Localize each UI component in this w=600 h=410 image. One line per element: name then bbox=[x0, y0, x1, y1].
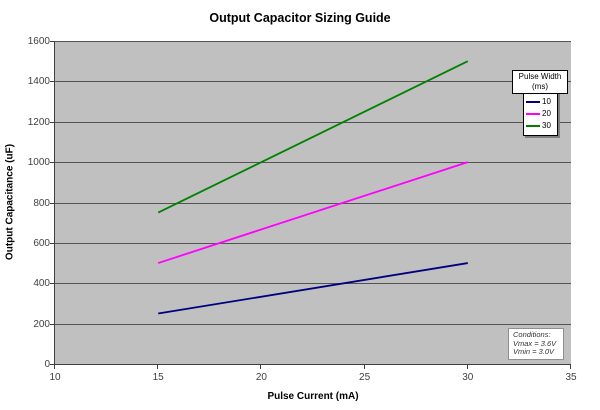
y-tick-label: 1600 bbox=[27, 36, 50, 47]
y-tick-mark bbox=[50, 243, 55, 244]
y-tick-label: 800 bbox=[33, 197, 50, 209]
x-tick-mark bbox=[467, 365, 468, 369]
series-line-30 bbox=[157, 60, 469, 214]
y-tick-mark bbox=[50, 203, 55, 204]
y-tick-mark bbox=[50, 324, 55, 325]
y-tick-mark bbox=[50, 122, 55, 123]
legend-swatch bbox=[526, 125, 540, 127]
x-axis-title: Pulse Current (mA) bbox=[267, 391, 359, 402]
y-tick-label: 1400 bbox=[27, 76, 50, 88]
y-tick-label: 1200 bbox=[27, 116, 50, 128]
x-tick-label: 35 bbox=[565, 372, 577, 383]
x-tick-mark bbox=[157, 365, 158, 369]
y-tick-label: 600 bbox=[33, 237, 50, 249]
y-tick-label: 200 bbox=[33, 318, 50, 330]
legend: 10 20 30 bbox=[523, 92, 558, 136]
y-tick-label: 0 bbox=[44, 359, 50, 370]
y-tick-mark bbox=[50, 81, 55, 82]
x-tick-mark bbox=[260, 365, 261, 369]
legend-swatch bbox=[526, 113, 540, 115]
plot-svg bbox=[55, 41, 571, 325]
x-tick-label: 15 bbox=[152, 372, 164, 383]
legend-entry-30: 30 bbox=[526, 120, 556, 132]
y-tick-mark bbox=[50, 364, 55, 365]
x-tick-label: 20 bbox=[255, 372, 267, 383]
x-tick-label: 30 bbox=[462, 372, 474, 383]
y-tick-mark bbox=[50, 41, 55, 42]
y-tick-label: 1000 bbox=[27, 157, 50, 169]
y-tick-mark bbox=[50, 283, 55, 284]
conditions-line: Vmax = 3.6V bbox=[513, 338, 557, 348]
x-tick-label: 10 bbox=[49, 372, 61, 383]
legend-label: 30 bbox=[542, 121, 551, 130]
legend-title-line1: Pulse Width bbox=[518, 72, 562, 81]
y-tick-mark bbox=[50, 162, 55, 163]
legend-label: 20 bbox=[542, 109, 551, 118]
x-tick-label: 25 bbox=[359, 372, 371, 383]
legend-title-line2: (ms) bbox=[532, 82, 548, 91]
conditions-box: Conditions: Vmax = 3.6V Vmin = 3.0V bbox=[508, 328, 564, 360]
x-tick-mark bbox=[54, 365, 55, 369]
x-tick-mark bbox=[364, 365, 365, 369]
series-line-20 bbox=[157, 161, 469, 264]
y-tick-label: 400 bbox=[33, 278, 50, 290]
x-tick-mark bbox=[570, 365, 571, 369]
series-line-10 bbox=[158, 262, 468, 315]
legend-swatch bbox=[526, 101, 540, 103]
conditions-line: Vmin = 3.0V bbox=[513, 347, 555, 357]
legend-label: 10 bbox=[542, 97, 551, 106]
legend-entry-10: 10 bbox=[526, 96, 556, 108]
chart-title: Output Capacitor Sizing Guide bbox=[209, 11, 391, 25]
legend-title-box: Pulse Width (ms) bbox=[512, 70, 568, 94]
legend-entry-20: 20 bbox=[526, 108, 556, 120]
conditions-line: Conditions: bbox=[513, 330, 551, 339]
plot-area bbox=[54, 41, 571, 365]
